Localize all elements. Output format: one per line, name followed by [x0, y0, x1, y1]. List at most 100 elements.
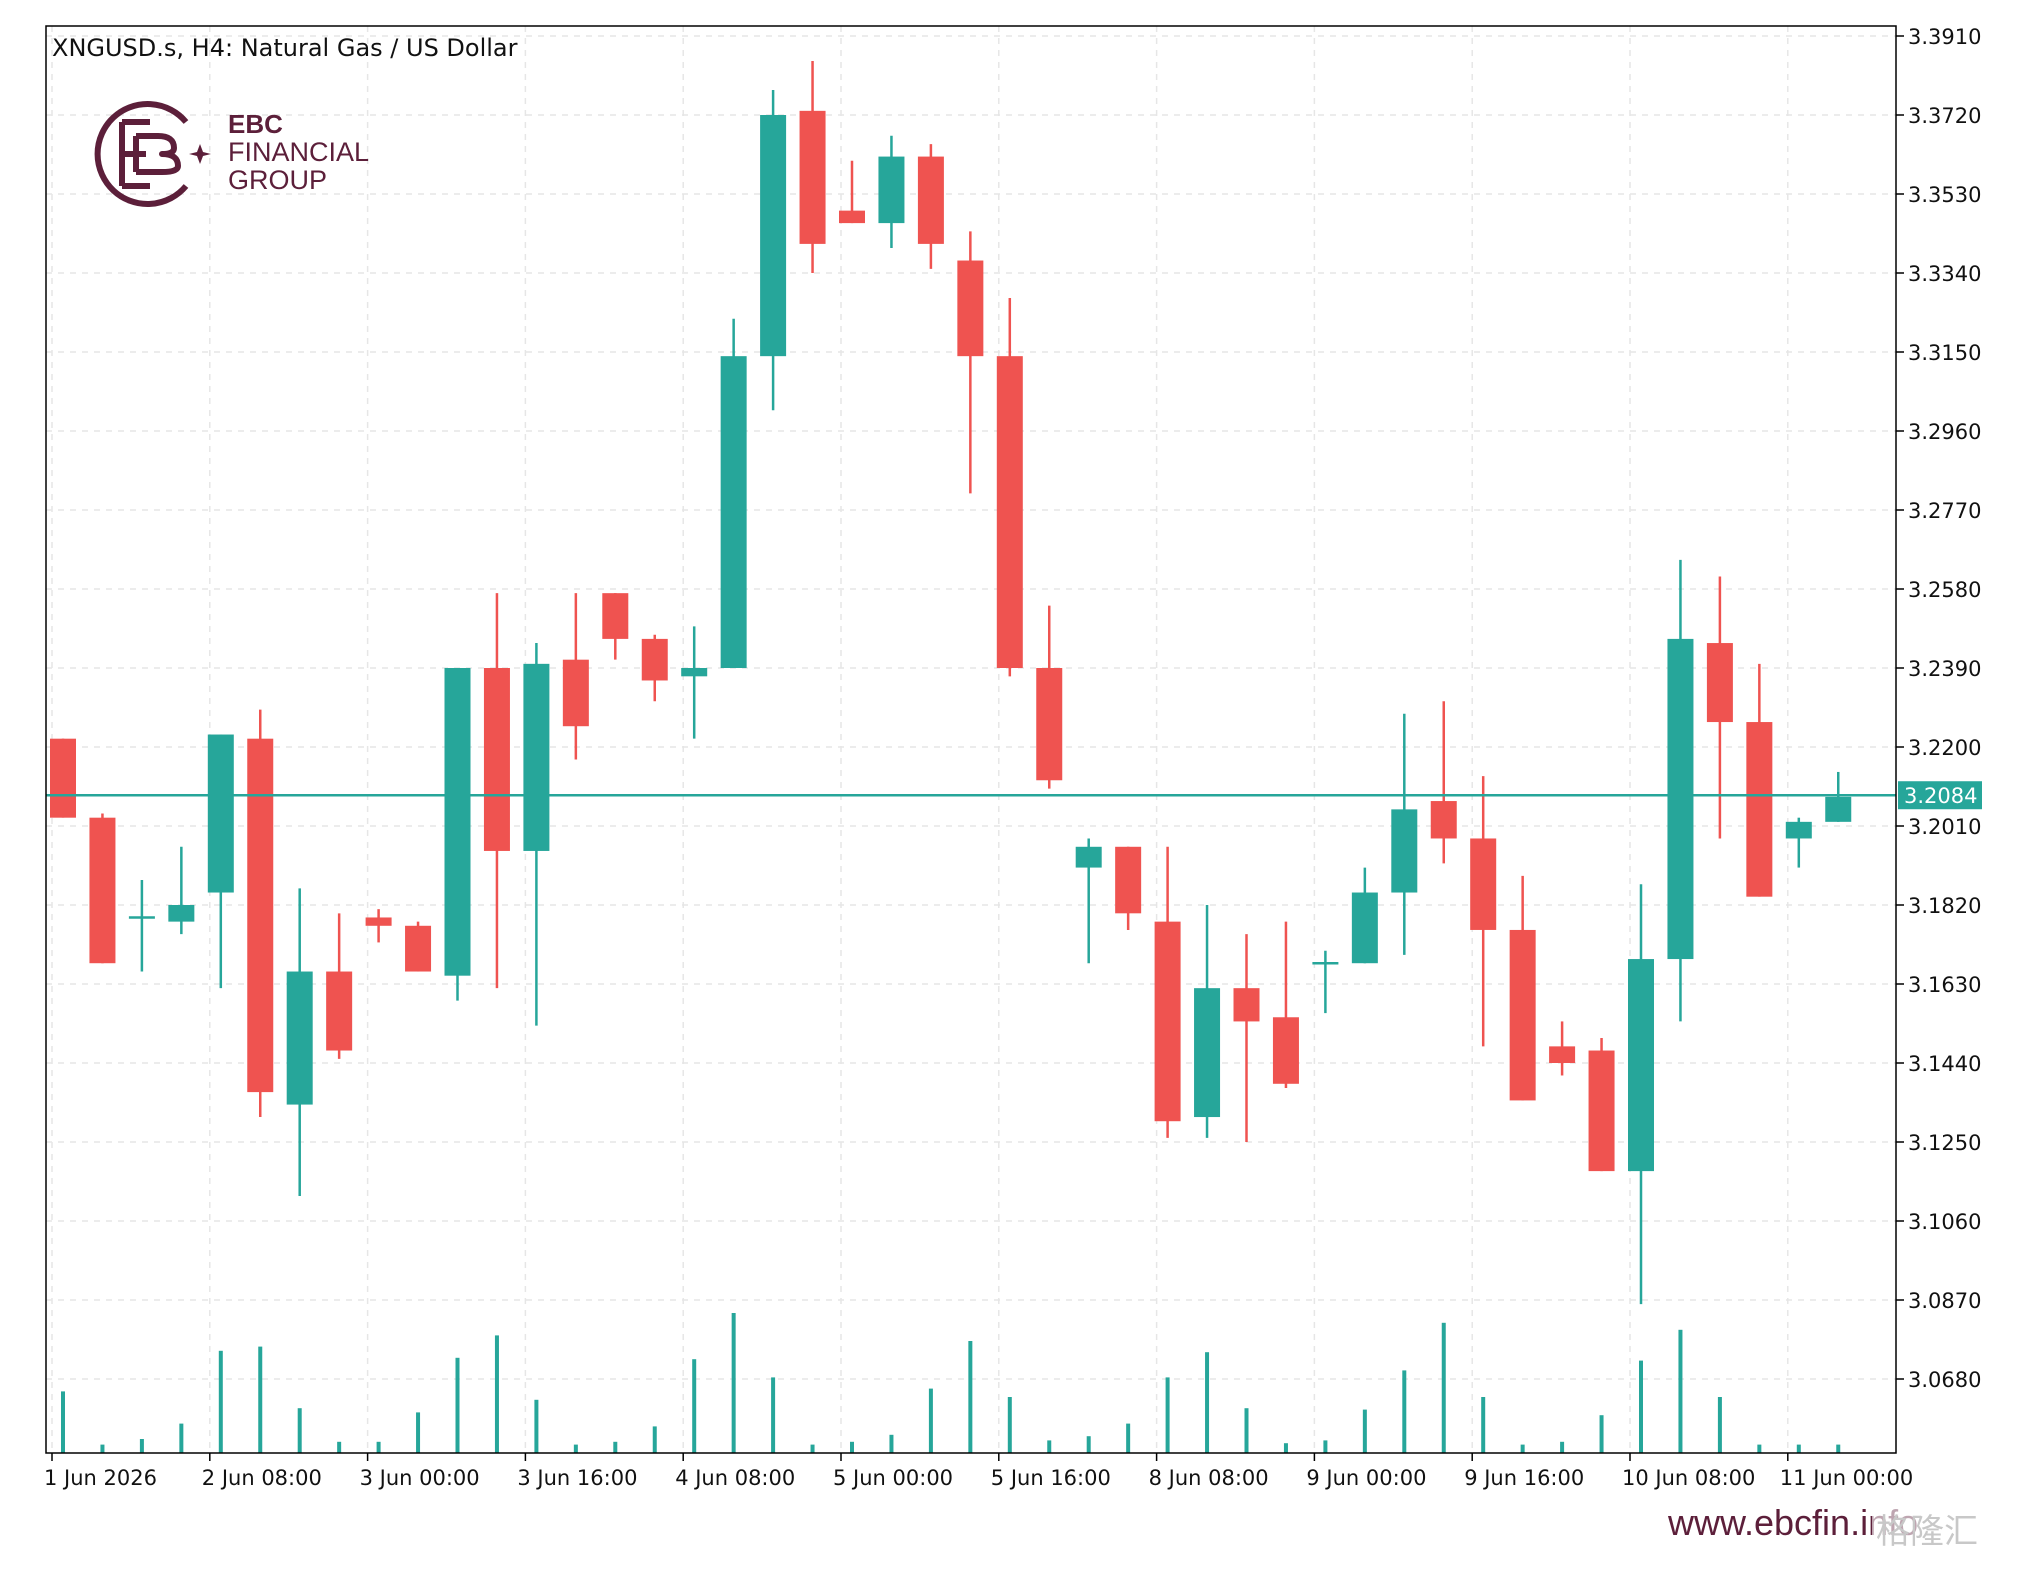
candle-body[interactable]: [207, 734, 234, 893]
candle-body[interactable]: [1706, 643, 1733, 723]
volume-bar: [139, 1439, 144, 1453]
y-tick-label: 3.1440: [1908, 1052, 1981, 1076]
volume-bar: [1402, 1370, 1407, 1453]
candle-body[interactable]: [286, 971, 313, 1105]
candle-layer: [50, 60, 1852, 1305]
y-tick-label: 3.1820: [1908, 894, 1981, 918]
volume-bar: [1717, 1397, 1722, 1453]
candle-body[interactable]: [168, 905, 195, 922]
candle-body[interactable]: [1154, 921, 1181, 1122]
candle-body[interactable]: [720, 356, 747, 668]
candle-body[interactable]: [1194, 988, 1221, 1118]
volume-bar: [61, 1391, 65, 1453]
candle-body[interactable]: [89, 817, 116, 964]
y-tick-label: 3.1250: [1908, 1131, 1981, 1155]
candle-body[interactable]: [641, 638, 668, 681]
candle-body[interactable]: [444, 668, 471, 976]
candle-body[interactable]: [1036, 668, 1063, 781]
candle-body[interactable]: [1588, 1050, 1615, 1172]
candle-body[interactable]: [1785, 821, 1812, 839]
y-tick-label: 3.3530: [1908, 183, 1981, 207]
candle-body[interactable]: [1825, 796, 1852, 822]
volume-bar: [337, 1441, 342, 1453]
candle-body[interactable]: [681, 668, 708, 677]
candle-body[interactable]: [1667, 638, 1694, 960]
volume-bar: [1244, 1408, 1249, 1453]
y-tick-label: 3.2580: [1908, 578, 1981, 602]
volume-bar: [1757, 1444, 1762, 1453]
volume-bar: [218, 1350, 223, 1453]
candle-body[interactable]: [1746, 722, 1773, 897]
candle-body[interactable]: [996, 356, 1023, 668]
volume-bar: [850, 1441, 854, 1453]
candle-body[interactable]: [247, 738, 274, 1093]
y-tick-label: 3.3910: [1908, 25, 1981, 49]
candle-body[interactable]: [1430, 801, 1457, 839]
candle-body[interactable]: [839, 210, 865, 224]
x-tick-label: 10 Jun 08:00: [1622, 1466, 1755, 1490]
y-tick-label: 3.2390: [1908, 657, 1981, 681]
volume-bar: [889, 1434, 894, 1453]
x-tick-label: 9 Jun 16:00: [1464, 1466, 1584, 1490]
candle-body[interactable]: [878, 156, 905, 224]
volume-bar: [1560, 1441, 1565, 1453]
x-tick-label: 11 Jun 00:00: [1780, 1466, 1913, 1490]
volume-bar: [100, 1444, 105, 1453]
candle-body[interactable]: [1233, 988, 1260, 1022]
candle-body[interactable]: [799, 110, 826, 244]
brand-logo: EBC FINANCIAL GROUP: [88, 92, 388, 222]
y-tick-label: 3.2770: [1908, 499, 1981, 523]
candle-body[interactable]: [1470, 838, 1497, 930]
current-price-tag: [1898, 781, 1982, 810]
volume-bar: [731, 1313, 736, 1453]
price-line-layer: 3.2084: [46, 781, 1982, 810]
candle-body[interactable]: [405, 925, 432, 972]
plot-frame: [45, 25, 1897, 1454]
candle-body[interactable]: [1509, 929, 1536, 1101]
candle-body[interactable]: [523, 663, 550, 851]
volume-bar: [1362, 1409, 1367, 1453]
volume-bar: [928, 1388, 933, 1453]
candle-body[interactable]: [1391, 809, 1418, 893]
volume-bar: [1441, 1322, 1446, 1453]
y-tick-label: 3.0680: [1908, 1368, 1981, 1392]
x-tick-label: 3 Jun 00:00: [360, 1466, 480, 1490]
x-tick-label: 5 Jun 00:00: [833, 1466, 953, 1490]
x-tick-label: 5 Jun 16:00: [991, 1466, 1111, 1490]
candle-body[interactable]: [760, 115, 787, 357]
x-tick-label: 9 Jun 00:00: [1306, 1466, 1426, 1490]
candle-body[interactable]: [917, 156, 944, 244]
y-tick-label: 3.1060: [1908, 1210, 1981, 1234]
axis-layer: 3.3910 3.3720 3.3530 3.3340 3.3150 3.2960 3.27…: [44, 25, 1981, 1490]
candle-body[interactable]: [365, 917, 392, 926]
candle-body[interactable]: [326, 971, 353, 1051]
candle-body[interactable]: [50, 738, 76, 818]
candle-body[interactable]: [602, 593, 629, 639]
candle-body[interactable]: [957, 260, 984, 357]
y-tick-label: 3.3720: [1908, 104, 1981, 128]
volume-bar: [416, 1412, 421, 1453]
candle-body[interactable]: [1272, 1017, 1299, 1084]
candle-body[interactable]: [483, 668, 510, 851]
candle-body[interactable]: [1115, 846, 1142, 914]
y-tick-label: 3.2200: [1908, 736, 1981, 760]
y-tick-label: 3.0870: [1908, 1289, 1981, 1313]
candle-body[interactable]: [1351, 892, 1378, 964]
candle-body[interactable]: [562, 659, 589, 727]
candle-body[interactable]: [1549, 1046, 1576, 1063]
ebc-logo-icon: [94, 101, 211, 207]
x-tick-label: 4 Jun 08:00: [675, 1466, 795, 1490]
x-tick-label: 1 Jun 2026: [44, 1466, 157, 1490]
volume-bar: [1165, 1377, 1170, 1453]
candle-body[interactable]: [1628, 959, 1654, 1172]
volume-bar: [771, 1377, 776, 1453]
y-tick-label: 3.3150: [1908, 341, 1981, 365]
volume-bar: [258, 1346, 263, 1453]
volume-bar: [1639, 1360, 1643, 1453]
current-price-label: 3.2084: [1904, 784, 1977, 808]
candle-body[interactable]: [1075, 846, 1102, 868]
volume-bar: [1323, 1440, 1328, 1453]
volume-bar: [1520, 1444, 1525, 1453]
